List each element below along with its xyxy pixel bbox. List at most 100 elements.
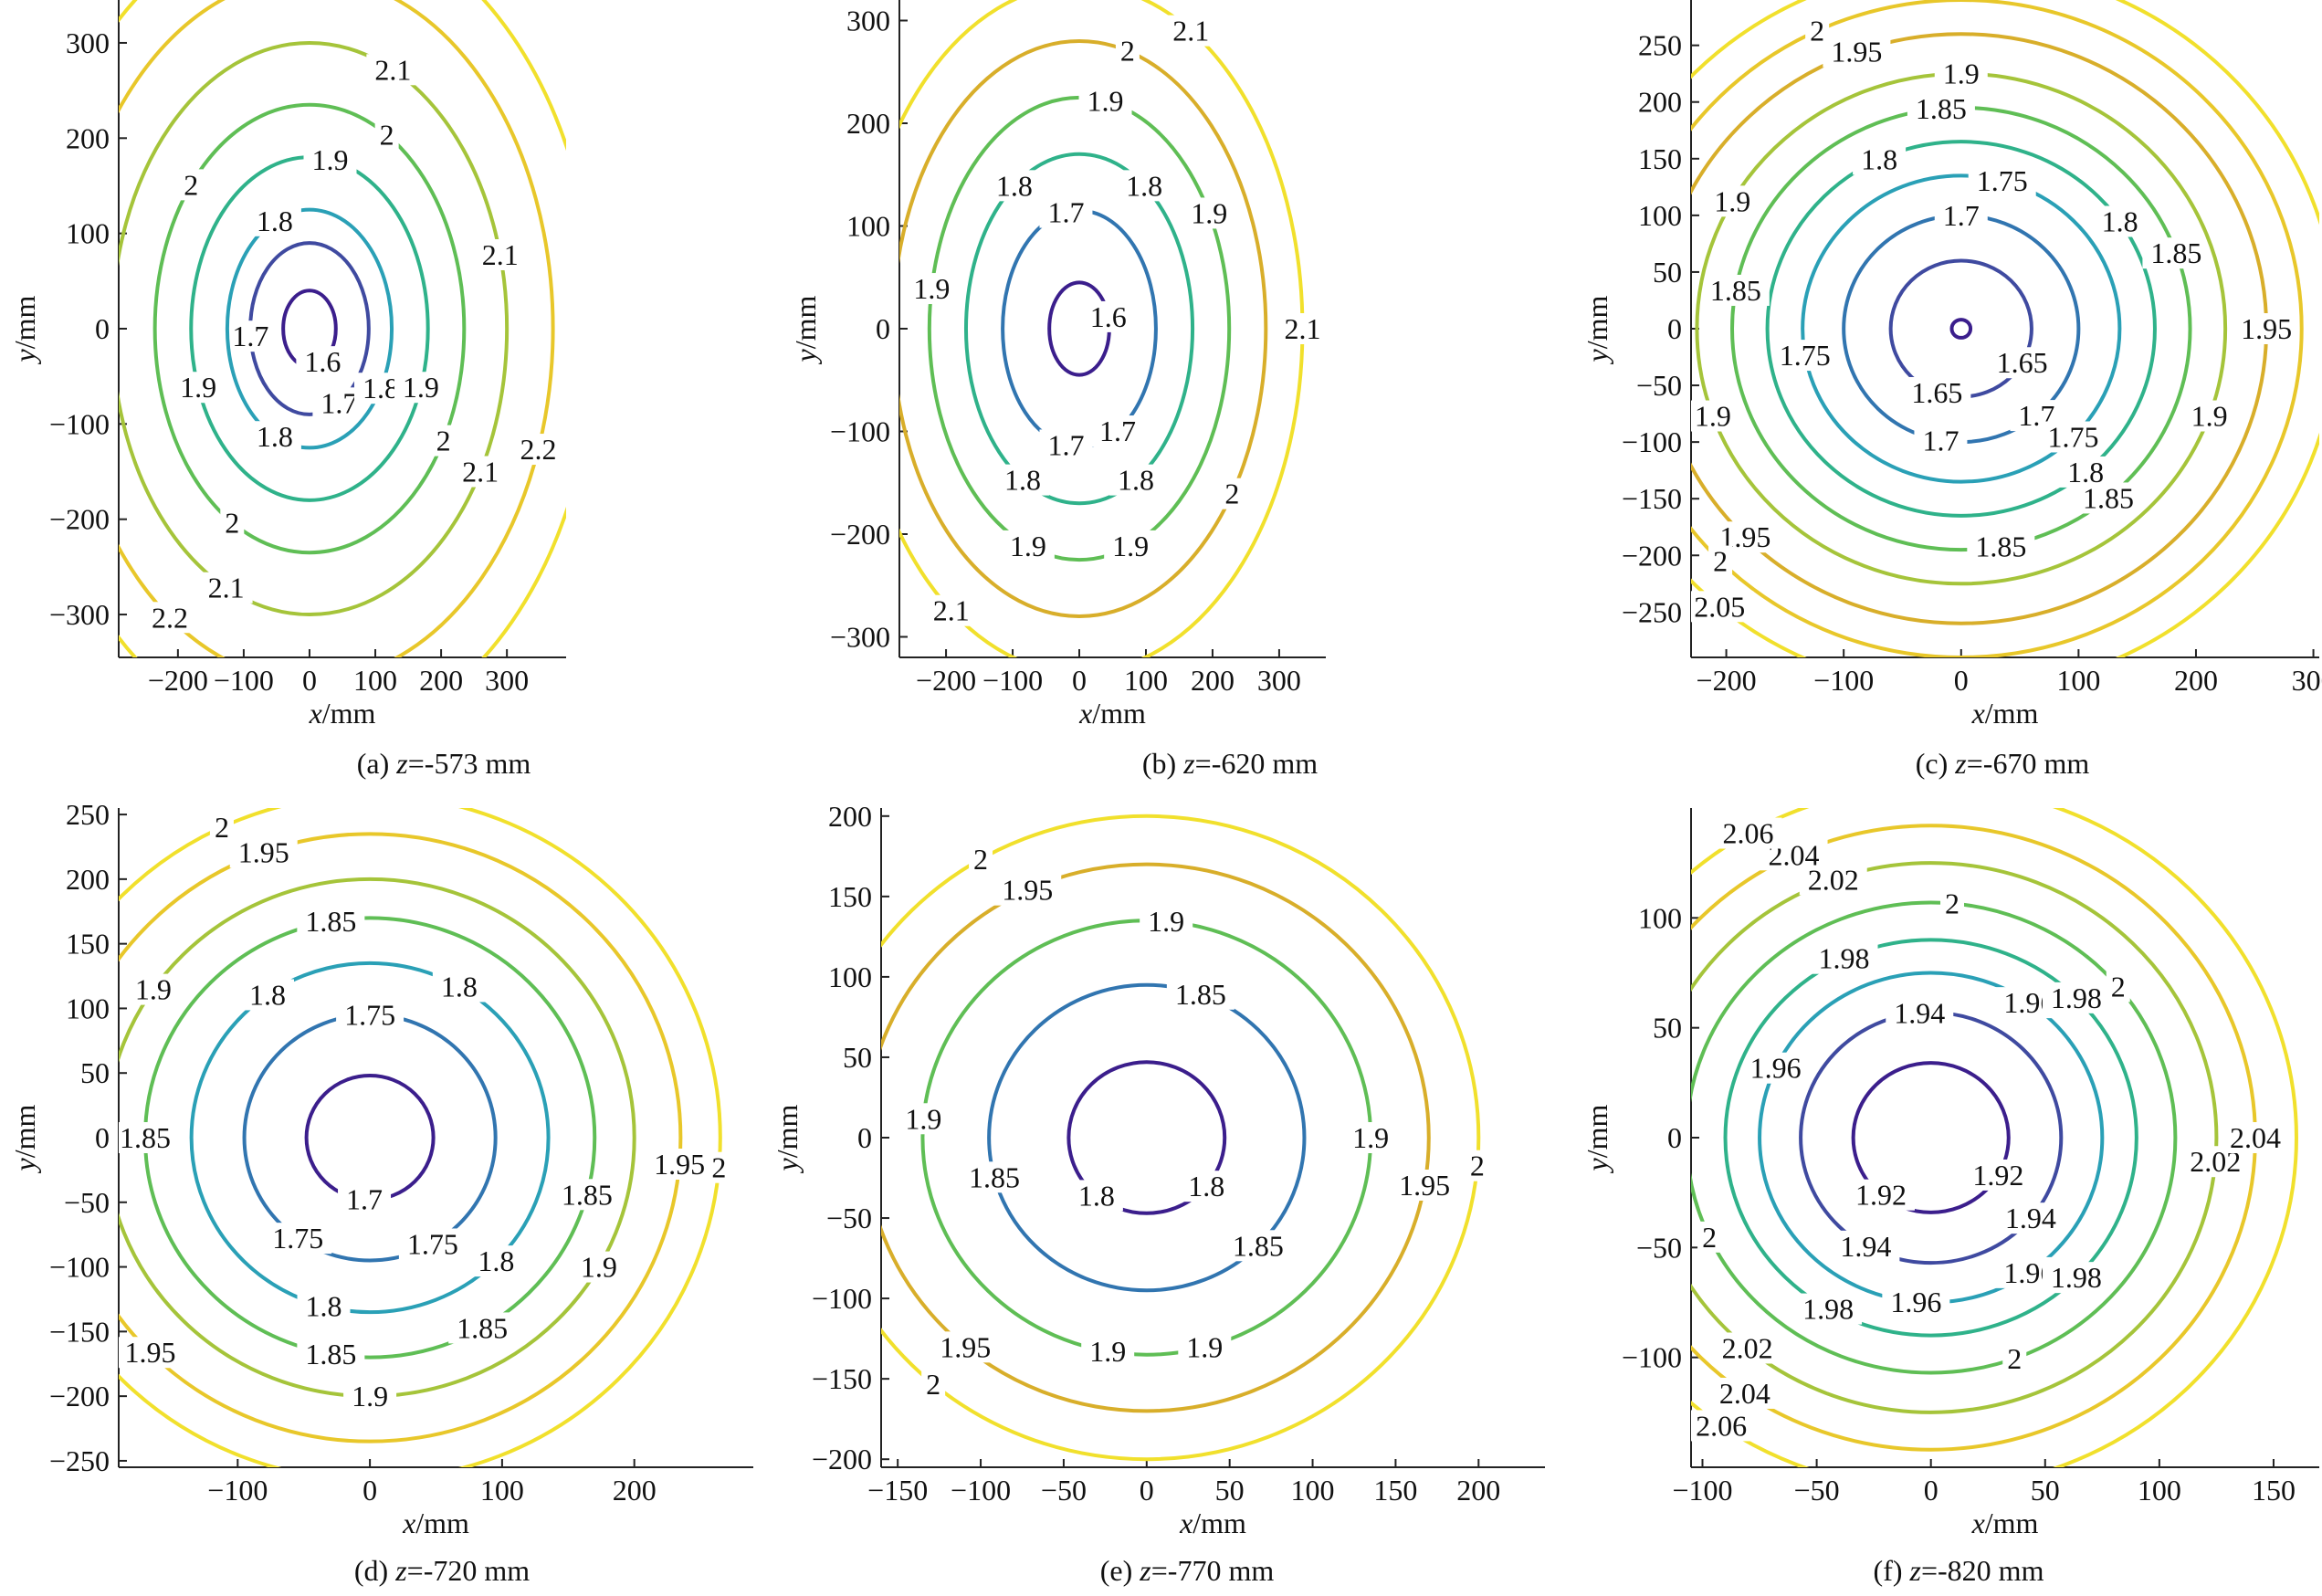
contour-label-bg [1220,478,1245,509]
y-tick-label: −200 [1622,539,1682,572]
caption-f-label: (f) [1873,1554,1910,1587]
contour-label-bg [1276,313,1326,344]
contour-label-bg [1465,1150,1489,1181]
contour-label-1-8: 1.8 [1078,1179,1115,1212]
contour-lines: 1.921.921.941.941.941.961.961.961.961.98… [1691,808,2298,1467]
contour-label-bg [1907,92,1975,124]
contour-label-1-85: 1.85 [1233,1229,1284,1262]
contour-label-bg [905,273,959,305]
contour-label-1-8: 1.8 [362,372,399,404]
contour-label-bg [1968,165,2036,197]
caption-b-value: =-620 mm [1194,747,1319,780]
contour-label-bg [297,1339,365,1370]
contour-label-bg [1805,15,1830,47]
contour-label-bg [1104,530,1158,562]
y-tick-label: 250 [66,798,110,831]
x-tick-label: 200 [1456,1474,1500,1507]
contour-2-06 [1691,808,2298,1467]
caption-b-label: (b) [1141,747,1184,780]
contour-label-1-75: 1.75 [272,1222,323,1255]
x-tick-label: 0 [302,664,317,697]
caption-c: (c) z=-670 mm [1683,747,2322,781]
contour-label-1-75: 1.75 [1780,339,1831,372]
x-tick-label: 100 [480,1474,524,1507]
y-tick-label: 100 [1638,901,1682,934]
contour-label-1-85: 1.85 [1175,978,1226,1011]
y-tick-label: −50 [64,1186,110,1219]
contour-label-2: 2 [1713,545,1728,578]
caption-d: (d) z=-720 mm [122,1554,762,1588]
y-tick-label: 50 [80,1056,110,1089]
contour-label-bg [2182,400,2236,432]
y-tick-label: 50 [843,1041,872,1074]
y-tick-label: −200 [812,1443,872,1475]
contour-label-bg [1964,1159,2033,1191]
y-tick-label: 100 [66,217,110,250]
caption-f-value: =-820 mm [1920,1554,2044,1587]
contour-label-bg [552,1179,621,1211]
contour-label-1-7: 1.7 [232,320,268,352]
contour-label-1-65: 1.65 [1911,376,1962,409]
contour-label-1-6: 1.6 [304,345,341,378]
contour-label-bg [1988,347,2056,379]
panel-e: −150 −100 −50 0 50 100 150 200−200−150−100−5005… [771,800,1545,1539]
contour-label-bg [343,1381,397,1412]
contour-label-bg [431,425,456,457]
y-tick-label: −50 [826,1202,872,1234]
x-tick-label: 0 [1924,1474,1939,1507]
contour-label-bg [1140,906,1193,938]
y-tick-label: 0 [876,312,890,345]
contour-label-bg [995,464,1049,496]
x-tick-label: 300 [1257,664,1301,697]
caption-f: (f) z=-820 mm [1639,1554,2278,1588]
contour-label-1-85: 1.85 [305,1338,356,1370]
x-tick-label: 50 [2031,1474,2060,1507]
contour-label-bg [1164,15,1218,47]
x-tick-label: −100 [214,664,274,697]
y-tick-label: −50 [1636,369,1682,402]
contour-label-1-9: 1.9 [180,371,216,404]
y-axis-label: y/mm [1581,295,1613,364]
x-tick-label: 0 [362,1474,377,1507]
contour-label-2: 2 [380,119,394,152]
contour-label-1-96: 1.96 [1750,1052,1802,1085]
contour-label-bg [119,1122,179,1153]
contour-label-1-75: 1.75 [2048,421,2099,454]
y-tick-label: −200 [49,1380,110,1412]
contour-label-bg [247,421,301,453]
contour-label-bg [1166,978,1235,1010]
contour-label-1-8: 1.8 [1188,1170,1224,1202]
contour-label-bg [224,320,278,352]
contour-label-bg [1708,545,1733,577]
y-tick-label: 200 [846,107,890,140]
x-axis-label: x/mm [309,697,376,730]
contour-label-2: 2 [1810,15,1824,47]
contour-label-1-9: 1.9 [2191,400,2228,433]
y-axis-label: y/mm [771,1104,804,1173]
contour-2-02 [1691,861,2219,1414]
y-axis-label: y/mm [1581,1104,1613,1173]
y-tick-label: −300 [49,598,110,631]
contour-2-2 [119,0,555,657]
x-axis-label: x/mm [1179,1507,1246,1539]
y-tick-label: −150 [1622,482,1682,515]
contour-label-bg [247,205,301,236]
panel-a: −200 −100 0 100 200 300−300−200−1000100200300… [8,0,566,730]
contour-label-1-92: 1.92 [1972,1159,2023,1192]
contour-label-bg [921,1368,946,1400]
contour-label-2-1: 2.1 [1172,15,1209,47]
contour-label-bg [1701,274,1770,306]
contour-label-1-7: 1.7 [1099,415,1136,447]
contour-label-bg [448,1312,517,1344]
contour-label-bg [2002,1342,2027,1374]
x-tick-label: 100 [2056,664,2100,697]
contour-label-bg [432,971,486,1003]
x-tick-label: 100 [1124,664,1168,697]
x-axis-label: x/mm [1078,697,1146,730]
y-tick-label: −300 [830,621,890,654]
caption-c-var: z [1955,747,1967,780]
contour-label-1-96: 1.96 [1890,1286,1941,1318]
contour-label-2-1: 2.1 [933,594,970,627]
contour-label-2: 2 [2111,970,2126,1003]
contour-label-2-1: 2.1 [482,238,519,271]
